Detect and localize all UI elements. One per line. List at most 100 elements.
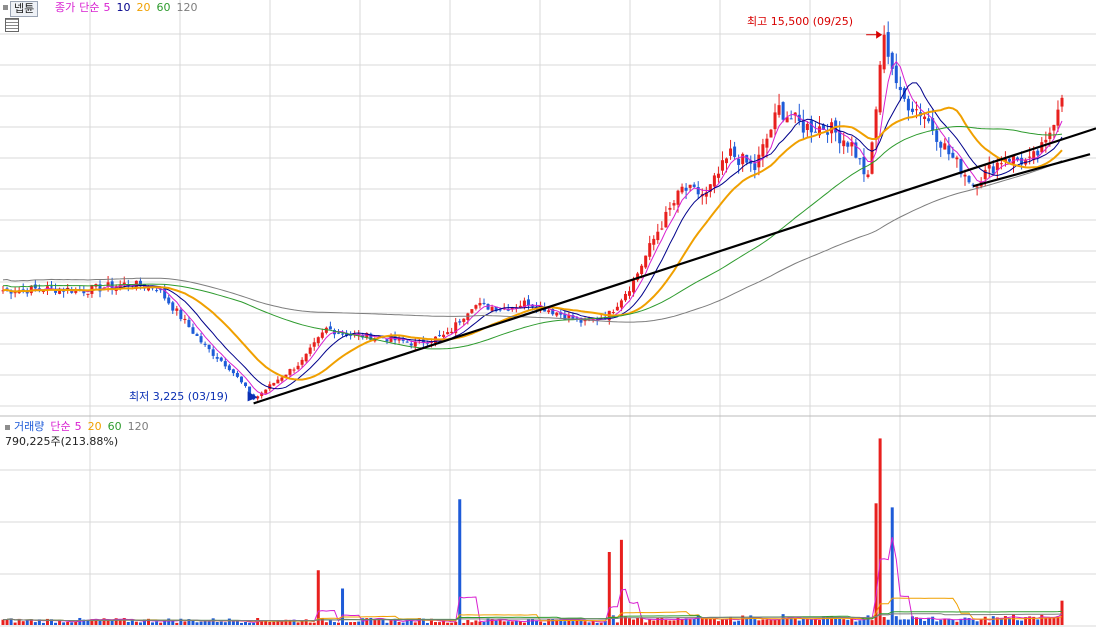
candle-body [171, 302, 175, 311]
volume-bar [672, 620, 676, 625]
candle-body [264, 389, 268, 394]
volume-bar [296, 622, 300, 625]
volume-bar [272, 621, 276, 625]
stock-name-tab[interactable]: 넵튠 [10, 1, 39, 17]
candle-body [86, 293, 90, 295]
candle-body [692, 184, 696, 187]
volume-bar [514, 620, 518, 625]
candle-body [733, 146, 737, 157]
volume-bar [9, 618, 13, 625]
candle-body [660, 228, 664, 230]
volume-bar [793, 617, 797, 625]
candle-body [522, 300, 526, 308]
volume-bar [797, 620, 801, 625]
candle-body [1056, 109, 1060, 126]
volume-bar [813, 618, 817, 625]
candle-body [239, 376, 243, 383]
legend-ma60: 60 [156, 1, 171, 14]
volume-bar [195, 622, 199, 625]
volume-bar [308, 622, 312, 625]
volume-bar [890, 507, 894, 625]
candle-body [308, 347, 312, 354]
candle-body [866, 174, 870, 177]
volume-bar [82, 619, 86, 625]
candle-body [854, 142, 858, 158]
candle-body [628, 291, 632, 296]
candle-body [826, 132, 830, 135]
candle-body [955, 157, 959, 160]
ma5-line [2, 60, 1063, 396]
volume-bar [114, 618, 118, 625]
volume-bar [716, 621, 720, 625]
candle-body [632, 280, 636, 293]
low-price-label: 최저 3,225 (03/19) [129, 390, 229, 403]
candle-body [995, 162, 999, 171]
volume-bar [478, 621, 482, 625]
candle-body [680, 186, 684, 193]
candle-body [579, 317, 583, 323]
volume-legend: 거래량 단순 5 20 60 120 [14, 420, 155, 434]
candle-body [983, 169, 987, 180]
volume-bar [632, 619, 636, 625]
volume-bar [215, 621, 219, 625]
candle-body [906, 98, 910, 111]
volume-bar [474, 620, 478, 625]
volume-bar [1011, 614, 1015, 625]
volume-bar [838, 618, 842, 625]
volume-bar [959, 618, 963, 625]
candle-body [450, 331, 454, 334]
candle-body [106, 282, 110, 287]
volume-bar [878, 438, 882, 625]
trend-line-upper [972, 153, 1091, 188]
volume-bar [1032, 616, 1036, 625]
volume-bar [482, 622, 486, 625]
volume-bar [155, 621, 159, 625]
candle-body [506, 309, 510, 311]
grid-icon[interactable] [5, 18, 19, 32]
volume-bar [280, 621, 284, 625]
candle-body [939, 141, 943, 148]
volume-bar [446, 622, 450, 625]
volume-bar [203, 620, 207, 625]
candle-body [1020, 157, 1024, 165]
volume-bar [369, 617, 373, 625]
volume-bar [1036, 619, 1040, 625]
volume-bar [652, 620, 656, 625]
volume-bar [1028, 616, 1032, 625]
candle-body [842, 140, 846, 147]
vol-legend-series: 거래량 [14, 420, 45, 433]
candle-body [959, 158, 963, 175]
volume-bar [207, 621, 211, 625]
volume-bar [809, 619, 813, 625]
volume-bar [765, 619, 769, 625]
candle-body [781, 102, 785, 120]
candle-body [122, 282, 126, 286]
volume-bar [555, 619, 559, 625]
volume-bar [522, 622, 526, 625]
candle-body [902, 88, 906, 99]
candle-body [138, 280, 142, 287]
candle-body [684, 187, 688, 191]
candle-body [898, 86, 902, 91]
candle-body [809, 120, 813, 133]
candle-body [789, 118, 793, 120]
candle-body [1036, 150, 1040, 156]
panel-marker-icon [3, 5, 8, 10]
candle-body [244, 382, 248, 387]
candle-body [199, 336, 203, 343]
volume-bar [628, 618, 632, 625]
candle-body [401, 339, 405, 341]
volume-bar [90, 619, 94, 625]
candle-body [567, 314, 571, 319]
candle-body [1, 290, 5, 292]
volume-bar [894, 616, 898, 625]
volume-bar [834, 617, 838, 625]
volume-bar [995, 617, 999, 625]
volume-bar [575, 619, 579, 625]
candle-body [882, 34, 886, 70]
legend-ma20: 20 [136, 1, 151, 14]
volume-bar [599, 622, 603, 625]
candle-body [458, 321, 462, 323]
ma20-line [2, 106, 1063, 381]
candle-body [361, 335, 365, 338]
